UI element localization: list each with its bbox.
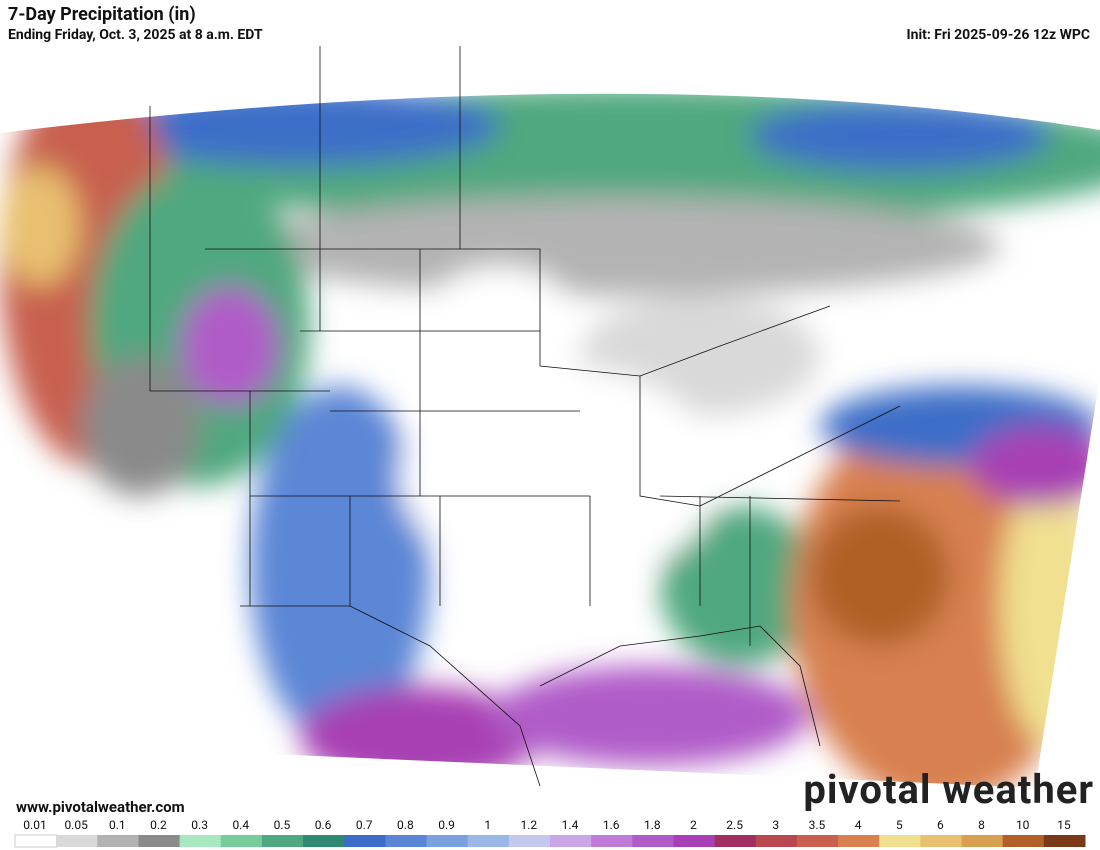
legend-swatch <box>550 835 592 847</box>
legend-label: 0.1 <box>109 818 126 832</box>
legend-swatch <box>591 835 633 847</box>
state-line <box>149 46 461 606</box>
blob <box>970 426 1100 506</box>
precip-blobs <box>0 93 1100 788</box>
legend-label: 1 <box>484 818 491 832</box>
legend-label: 1.2 <box>521 818 538 832</box>
legend-label: 0.5 <box>274 818 291 832</box>
border-line <box>205 248 831 377</box>
legend-swatch <box>796 835 839 847</box>
legend-swatch <box>508 835 551 847</box>
legend-label: 0.6 <box>315 818 332 832</box>
legend-swatch <box>179 835 222 847</box>
blob <box>0 166 80 286</box>
legend-swatch <box>467 835 510 847</box>
subtitle: Ending Friday, Oct. 3, 2025 at 8 a.m. ED… <box>8 27 263 43</box>
legend-swatch <box>879 835 921 847</box>
legend-swatch <box>673 835 716 847</box>
legend-label: 0.05 <box>64 818 88 832</box>
legend-swatch <box>1043 835 1086 847</box>
legend-swatch <box>838 835 880 847</box>
boundaries <box>149 46 901 787</box>
legend-label: 6 <box>937 818 944 832</box>
legend-swatch <box>261 835 304 847</box>
precip-field <box>0 93 1100 788</box>
coast-line <box>240 605 821 787</box>
blob <box>490 666 810 766</box>
legend-swatch <box>385 835 428 847</box>
legend-swatch <box>138 835 181 847</box>
init-time: Init: Fri 2025-09-26 12z WPC <box>906 27 1091 43</box>
title: 7-Day Precipitation (in) <box>8 4 196 25</box>
legend-label: 0.8 <box>397 818 414 832</box>
legend-label: 1.8 <box>644 818 661 832</box>
legend-swatch <box>961 835 1004 847</box>
blob <box>80 356 200 496</box>
legend-label: 1.4 <box>562 818 579 832</box>
legend-swatch <box>755 835 798 847</box>
legend-label: 5 <box>896 818 903 832</box>
blob <box>750 101 1050 171</box>
legend-swatch <box>97 835 139 847</box>
legend-label: 4 <box>855 818 862 832</box>
legend-swatch <box>632 835 674 847</box>
legend-label: 3 <box>772 818 779 832</box>
site-watermark: www.pivotalweather.com <box>16 798 185 816</box>
legend-swatch <box>920 835 963 847</box>
brand-watermark: pivotal weather <box>803 766 1094 813</box>
legend-label: 3.5 <box>809 818 826 832</box>
blob <box>180 286 280 406</box>
blob <box>250 386 430 746</box>
legend-swatch <box>344 835 386 847</box>
legend-swatch <box>426 835 469 847</box>
legend-swatch <box>1002 835 1045 847</box>
legend-label: 0.3 <box>191 818 208 832</box>
state-line <box>639 376 901 646</box>
blob <box>400 366 720 586</box>
legend-label: 2 <box>690 818 697 832</box>
legend-label: 0.7 <box>356 818 373 832</box>
legend-swatch <box>220 835 263 847</box>
blob <box>810 506 950 646</box>
legend-swatch <box>714 835 757 847</box>
legend-label: 2.5 <box>726 818 743 832</box>
legend-label: 8 <box>978 818 985 832</box>
legend-label: 0.2 <box>150 818 167 832</box>
legend-swatch <box>303 835 345 847</box>
legend-label: 1.6 <box>603 818 620 832</box>
legend-swatch <box>14 834 58 848</box>
legend-label: 10 <box>1016 818 1030 832</box>
legend: 0.01 0.05 0.1 0.2 0.3 0.4 0.5 0.6 0.7 0.8 0.9 1 1.2 1… <box>14 818 1086 848</box>
blob <box>240 196 1000 296</box>
legend-label: 15 <box>1057 818 1071 832</box>
legend-label: 0.01 <box>23 818 46 832</box>
legend-label: 0.9 <box>438 818 455 832</box>
legend-label: 0.4 <box>232 818 249 832</box>
precip-map <box>0 46 1100 816</box>
state-line <box>150 249 591 606</box>
legend-swatch <box>56 835 98 847</box>
